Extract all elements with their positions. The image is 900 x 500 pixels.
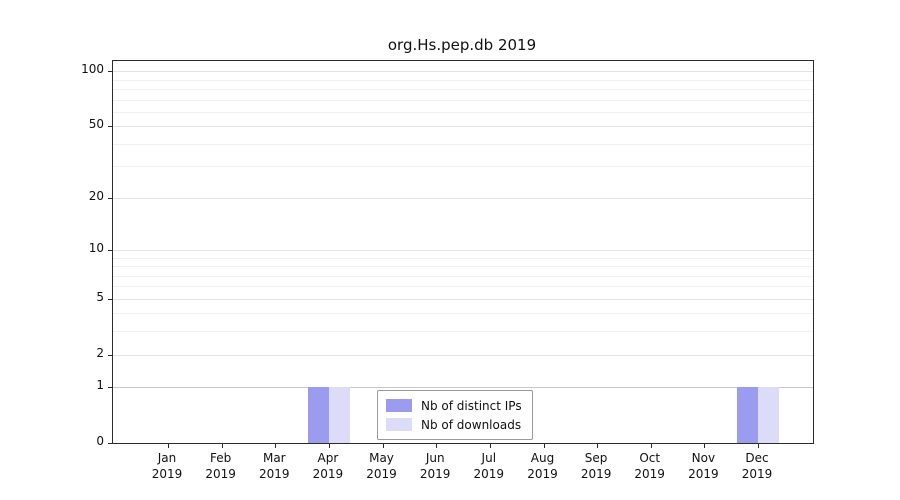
y-tick-label: 0	[96, 434, 104, 448]
gridline-minor	[113, 286, 813, 288]
gridline-minor	[113, 79, 813, 81]
gridline-major	[113, 387, 813, 389]
x-tick-label: Jul 2019	[473, 451, 505, 481]
y-tick	[108, 354, 113, 356]
gridline-minor	[113, 89, 813, 91]
x-tick-label: Dec 2019	[741, 451, 773, 481]
x-tick-label: Jun 2019	[419, 451, 451, 481]
legend-item: Nb of downloads	[386, 415, 522, 434]
gridline-minor	[113, 313, 813, 315]
plot-area	[108, 60, 814, 448]
gridline-minor	[113, 99, 813, 101]
x-tick-label: May 2019	[366, 451, 397, 481]
legend-item: Nb of distinct IPs	[386, 396, 522, 415]
gridline-minor	[113, 275, 813, 277]
x-tick-label: Feb 2019	[205, 451, 236, 481]
legend-label: Nb of distinct IPs	[421, 398, 522, 413]
gridline-minor	[113, 331, 813, 333]
y-tick	[108, 387, 113, 389]
y-tick-label: 5	[96, 289, 104, 304]
y-tick-label: 1	[96, 378, 104, 393]
y-tick-label: 100	[81, 62, 104, 77]
legend-swatch	[386, 418, 412, 431]
gridline-major	[113, 71, 813, 73]
chart-title: org.Hs.pep.db 2019	[387, 36, 537, 54]
bar-distinct-ips	[307, 387, 329, 443]
x-tick	[275, 443, 277, 448]
x-tick	[382, 443, 384, 448]
legend-swatch	[386, 399, 412, 412]
gridline-minor	[113, 111, 813, 113]
y-tick	[108, 71, 113, 73]
y-tick	[108, 443, 113, 444]
x-tick	[543, 443, 545, 448]
x-tick	[650, 443, 652, 448]
legend: Nb of distinct IPs Nb of downloads	[377, 390, 533, 440]
y-tick	[108, 298, 113, 300]
x-tick	[489, 443, 491, 448]
x-tick-label: Jan 2019	[151, 451, 183, 481]
x-tick	[758, 443, 759, 448]
x-tick-label: Oct 2019	[634, 451, 665, 481]
y-tick-label: 50	[88, 117, 104, 132]
x-tick	[597, 443, 599, 448]
gridline-minor	[113, 257, 813, 259]
gridline-major	[113, 126, 813, 128]
gridline-major	[113, 249, 813, 251]
x-tick	[328, 443, 330, 448]
x-tick-label: Mar 2019	[259, 451, 290, 481]
y-tick	[108, 197, 113, 199]
y-tick	[108, 126, 113, 128]
bar-distinct-ips	[737, 387, 758, 443]
y-tick-label: 2	[96, 345, 104, 360]
bar-downloads	[758, 387, 779, 443]
gridline-minor	[113, 266, 813, 267]
gridline-major	[113, 298, 813, 300]
x-tick	[436, 443, 438, 448]
gridline-major	[113, 197, 813, 199]
x-tick-label: Aug 2019	[527, 451, 558, 481]
gridline-minor	[113, 166, 813, 168]
x-tick	[221, 443, 223, 448]
x-tick-label: Apr 2019	[312, 451, 344, 481]
x-tick	[704, 443, 706, 448]
x-tick-label: Sep 2019	[580, 451, 612, 481]
x-tick	[168, 443, 169, 448]
gridline-minor	[113, 143, 813, 145]
x-tick-label: Nov 2019	[688, 451, 719, 481]
y-tick-label: 20	[88, 188, 104, 203]
bar-downloads	[328, 387, 350, 443]
legend-label: Nb of downloads	[421, 417, 522, 432]
y-tick-label: 10	[88, 240, 104, 255]
y-tick	[108, 249, 113, 251]
gridline-major	[113, 354, 813, 356]
